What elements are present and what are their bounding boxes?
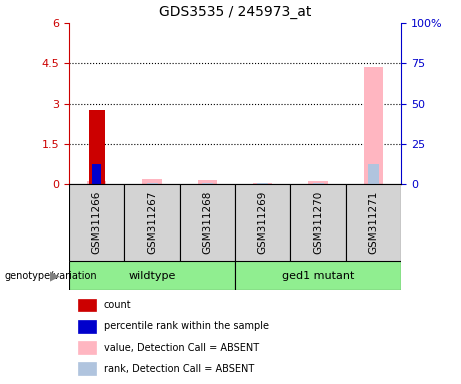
Text: percentile rank within the sample: percentile rank within the sample [104, 321, 269, 331]
Bar [235, 261, 401, 290]
Bar [89, 111, 105, 184]
Text: GSM311270: GSM311270 [313, 190, 323, 254]
Bar [257, 183, 268, 184]
Text: rank, Detection Call = ABSENT: rank, Detection Call = ABSENT [104, 364, 254, 374]
Bar [69, 261, 235, 290]
Bar [147, 183, 158, 184]
Text: GSM311271: GSM311271 [368, 190, 378, 254]
Bar [142, 179, 162, 184]
Text: GSM311266: GSM311266 [92, 190, 102, 254]
Text: GSM311269: GSM311269 [258, 190, 268, 254]
Bar [202, 183, 213, 184]
Bar [87, 181, 106, 184]
Bar [313, 183, 324, 184]
Bar [69, 184, 124, 261]
Text: wildtype: wildtype [129, 270, 176, 281]
Bar [253, 183, 272, 184]
Bar [290, 184, 346, 261]
Text: GSM311267: GSM311267 [147, 190, 157, 254]
Bar [198, 180, 217, 184]
Text: ▶: ▶ [50, 269, 60, 282]
Bar [368, 164, 379, 184]
Text: count: count [104, 300, 131, 310]
Text: ged1 mutant: ged1 mutant [282, 270, 354, 281]
Bar [364, 68, 383, 184]
Text: value, Detection Call = ABSENT: value, Detection Call = ABSENT [104, 343, 259, 353]
Bar [92, 164, 101, 184]
Bar [235, 184, 290, 261]
Bar [346, 184, 401, 261]
Title: GDS3535 / 245973_at: GDS3535 / 245973_at [159, 5, 311, 19]
Bar [91, 183, 102, 184]
Text: genotype/variation: genotype/variation [5, 270, 97, 281]
Bar [180, 184, 235, 261]
Bar [308, 181, 328, 184]
Text: GSM311268: GSM311268 [202, 190, 213, 254]
Bar [124, 184, 180, 261]
